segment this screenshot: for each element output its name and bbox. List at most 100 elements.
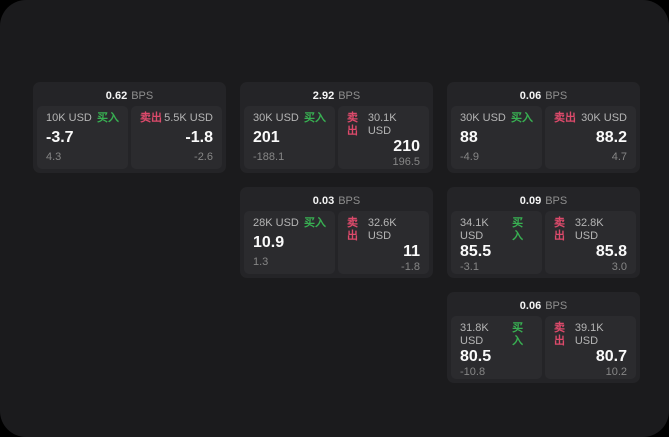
sell-header-row: 卖出 5.5K USD	[140, 112, 213, 125]
card-header: 0.06 BPS	[451, 296, 636, 316]
buy-price: 10.9	[253, 234, 285, 251]
bps-value: 2.92	[312, 90, 335, 102]
bps-unit: BPS	[545, 195, 568, 207]
buy-change: -3.1	[460, 261, 479, 273]
buy-change: -10.8	[460, 366, 486, 378]
sell-notional: 32.6K USD	[367, 217, 397, 242]
buy-price: 88	[460, 129, 478, 146]
buy-header-row: 28K USD 买入	[253, 217, 326, 230]
buy-label: 买入	[97, 112, 119, 124]
sell-panel[interactable]: 卖出 39.1K USD 80.7 10.2	[545, 316, 636, 379]
sell-change: 196.5	[392, 156, 420, 168]
buy-change: 1.3	[253, 256, 269, 268]
buy-label: 买入	[511, 112, 533, 124]
sell-price: 88.2	[595, 129, 627, 146]
card-header: 0.09 BPS	[451, 191, 636, 211]
sell-label: 卖出	[554, 217, 565, 242]
sell-change: 10.2	[605, 366, 627, 378]
sell-label: 卖出	[554, 322, 565, 347]
bps-value: 0.09	[519, 195, 542, 207]
sell-notional: 30.1K USD	[367, 112, 397, 137]
bps-unit: BPS	[338, 90, 361, 102]
buy-price: 201	[253, 129, 280, 146]
sell-change: 3.0	[611, 261, 627, 273]
bps-unit: BPS	[131, 90, 154, 102]
quote-panels: 31.8K USD 买入 80.5 -10.8 卖出 39.1K USD 80.…	[451, 316, 636, 379]
bps-value: 0.03	[312, 195, 335, 207]
buy-header-row: 10K USD 买入	[46, 112, 119, 125]
quote-card[interactable]: 0.09 BPS 34.1K USD 买入 85.5 -3.1 卖出 32.8K…	[447, 187, 640, 278]
sell-label: 卖出	[347, 112, 358, 137]
quote-card[interactable]: 0.06 BPS 31.8K USD 买入 80.5 -10.8 卖出 39.1…	[447, 292, 640, 383]
sell-header-row: 卖出 32.6K USD	[347, 217, 420, 243]
quote-card[interactable]: 0.03 BPS 28K USD 买入 10.9 1.3 卖出 32.6K US…	[240, 187, 433, 278]
sell-header-row: 卖出 30K USD	[554, 112, 627, 125]
sell-panel[interactable]: 卖出 32.6K USD 11 -1.8	[338, 211, 429, 274]
buy-panel[interactable]: 10K USD 买入 -3.7 4.3	[37, 106, 128, 169]
card-header: 2.92 BPS	[244, 86, 429, 106]
buy-notional: 34.1K USD	[460, 217, 489, 242]
quote-card-grid: 0.62 BPS 10K USD 买入 -3.7 4.3 卖出 5.5K USD…	[33, 82, 640, 383]
buy-price: 80.5	[460, 348, 492, 365]
sell-header-row: 卖出 30.1K USD	[347, 112, 420, 138]
buy-header-row: 30K USD 买入	[460, 112, 533, 125]
card-header: 0.03 BPS	[244, 191, 429, 211]
buy-panel[interactable]: 28K USD 买入 10.9 1.3	[244, 211, 335, 274]
quote-card[interactable]: 0.62 BPS 10K USD 买入 -3.7 4.3 卖出 5.5K USD…	[33, 82, 226, 173]
sell-label: 卖出	[140, 112, 162, 124]
buy-panel[interactable]: 31.8K USD 买入 80.5 -10.8	[451, 316, 542, 379]
buy-notional: 30K USD	[253, 112, 299, 124]
buy-change: 4.3	[46, 151, 62, 163]
bps-value: 0.06	[519, 300, 542, 312]
bps-unit: BPS	[545, 300, 568, 312]
sell-price: -1.8	[185, 129, 213, 146]
buy-header-row: 30K USD 买入	[253, 112, 326, 125]
sell-panel[interactable]: 卖出 30.1K USD 210 196.5	[338, 106, 429, 169]
sell-label: 卖出	[554, 112, 576, 124]
buy-panel[interactable]: 30K USD 买入 201 -188.1	[244, 106, 335, 169]
buy-header-row: 31.8K USD 买入	[460, 322, 533, 348]
sell-price: 80.7	[595, 348, 627, 365]
quote-panels: 10K USD 买入 -3.7 4.3 卖出 5.5K USD -1.8 -2.…	[37, 106, 222, 169]
buy-panel[interactable]: 30K USD 买入 88 -4.9	[451, 106, 542, 169]
buy-panel[interactable]: 34.1K USD 买入 85.5 -3.1	[451, 211, 542, 274]
buy-header-row: 34.1K USD 买入	[460, 217, 533, 243]
quote-panels: 34.1K USD 买入 85.5 -3.1 卖出 32.8K USD 85.8…	[451, 211, 636, 274]
sell-price: 85.8	[595, 243, 627, 260]
buy-change: -4.9	[460, 151, 479, 163]
buy-label: 买入	[304, 112, 326, 124]
sell-price: 11	[403, 243, 420, 260]
bps-unit: BPS	[545, 90, 568, 102]
buy-change: -188.1	[253, 151, 285, 163]
buy-price: 85.5	[460, 243, 492, 260]
sell-panel[interactable]: 卖出 30K USD 88.2 4.7	[545, 106, 636, 169]
sell-label: 卖出	[347, 217, 358, 242]
sell-notional: 30K USD	[581, 112, 627, 124]
quote-panels: 28K USD 买入 10.9 1.3 卖出 32.6K USD 11 -1.8	[244, 211, 429, 274]
bps-value: 0.06	[519, 90, 542, 102]
buy-notional: 30K USD	[460, 112, 506, 124]
sell-change: 4.7	[611, 151, 627, 163]
buy-notional: 10K USD	[46, 112, 92, 124]
quote-panels: 30K USD 买入 88 -4.9 卖出 30K USD 88.2 4.7	[451, 106, 636, 169]
sell-change: -2.6	[194, 151, 213, 163]
bps-unit: BPS	[338, 195, 361, 207]
quote-card[interactable]: 2.92 BPS 30K USD 买入 201 -188.1 卖出 30.1K …	[240, 82, 433, 173]
sell-notional: 5.5K USD	[164, 112, 213, 124]
buy-notional: 28K USD	[253, 217, 299, 229]
buy-label: 买入	[512, 322, 524, 347]
sell-panel[interactable]: 卖出 32.8K USD 85.8 3.0	[545, 211, 636, 274]
buy-notional: 31.8K USD	[460, 322, 489, 347]
buy-label: 买入	[512, 217, 524, 242]
sell-notional: 39.1K USD	[574, 322, 604, 347]
bps-value: 0.62	[105, 90, 128, 102]
sell-panel[interactable]: 卖出 5.5K USD -1.8 -2.6	[131, 106, 222, 169]
quote-card[interactable]: 0.06 BPS 30K USD 买入 88 -4.9 卖出 30K USD 8…	[447, 82, 640, 173]
quote-panels: 30K USD 买入 201 -188.1 卖出 30.1K USD 210 1…	[244, 106, 429, 169]
sell-price: 210	[393, 138, 420, 155]
buy-price: -3.7	[46, 129, 74, 146]
card-header: 0.06 BPS	[451, 86, 636, 106]
sell-header-row: 卖出 32.8K USD	[554, 217, 627, 243]
card-header: 0.62 BPS	[37, 86, 222, 106]
